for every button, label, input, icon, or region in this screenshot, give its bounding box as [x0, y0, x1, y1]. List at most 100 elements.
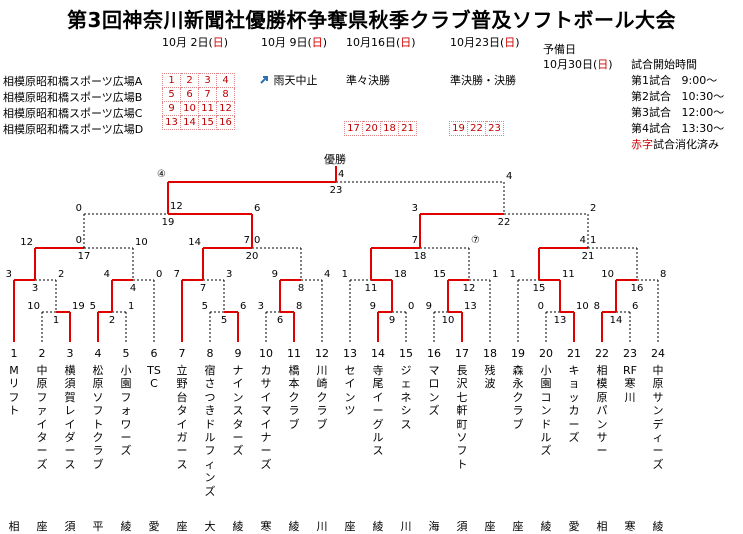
team-region: 座 [176, 520, 188, 533]
team-region: 川 [316, 520, 328, 533]
team-region: 寒 [624, 520, 636, 533]
team-region: 愛 [148, 520, 160, 533]
bracket-score: 18 [394, 269, 407, 280]
game-number: 18 [414, 251, 427, 262]
bracket-score: 5 [90, 301, 96, 312]
arrow-icon [259, 74, 270, 85]
team-number: 6 [150, 347, 158, 360]
bracket-score: 8 [660, 269, 666, 280]
team-number: 20 [539, 347, 553, 360]
game-number: 16 [631, 283, 644, 294]
bracket-score: 0 [76, 235, 82, 246]
champion-label: 優勝 [324, 153, 346, 166]
date-oct16: 10月16日(日) [346, 36, 416, 49]
team-name: 中原ファイターズ [36, 364, 48, 471]
team-name: 森永クラブ [512, 364, 524, 431]
game-number: 19 [162, 217, 175, 228]
reserve-label: 予備日 [543, 43, 576, 56]
game-number: 20 [246, 251, 259, 262]
team-region: 綾 [372, 520, 384, 533]
team-name: 橋本クラブ [288, 364, 300, 431]
venue-a: 相模原昭和橋スポーツ広場A [3, 75, 143, 88]
team-region: 愛 [568, 520, 580, 533]
game-number: 13 [554, 315, 567, 326]
team-region: 綾 [540, 520, 552, 533]
team-name: 立野台タイガース [176, 364, 188, 471]
venue-b: 相模原昭和橋スポーツ広場B [3, 91, 143, 104]
game-number: 5 [221, 315, 227, 326]
team-name: カサイマイナーズ [260, 364, 272, 471]
team-number: 4 [94, 347, 102, 360]
oct23-label: 準決勝・決勝 [450, 74, 516, 87]
venue-d: 相模原昭和橋スポーツ広場D [3, 123, 144, 136]
bracket-score: 2 [590, 203, 596, 214]
bracket-score: 7 [412, 235, 418, 246]
page-title: 第3回神奈川新聞社優勝杯争奪県秋季クラブ普及ソフトボール大会 [67, 8, 676, 32]
bracket-score: 10 [135, 237, 148, 248]
game-number: 7 [200, 283, 206, 294]
team-number: 14 [371, 347, 385, 360]
bracket-score: 0 [408, 301, 414, 312]
team-region: 座 [484, 520, 496, 533]
team-name: セインツ [344, 364, 356, 418]
game-number: 22 [498, 217, 511, 228]
start-times-title: 試合開始時間 [631, 58, 697, 71]
date-oct2: 10月 2日(日) [162, 36, 229, 49]
team-name: TSC [147, 364, 161, 391]
team-region: 大 [204, 520, 216, 533]
bracket-score: 7 [244, 235, 250, 246]
game-number: 11 [365, 283, 378, 294]
bracket-score: 10 [27, 301, 40, 312]
team-number: 1 [10, 347, 18, 360]
date-oct23: 10月23日(日) [450, 36, 520, 49]
bracket-score: 9 [272, 269, 278, 280]
team-region: 平 [92, 520, 104, 533]
team-number: 3 [66, 347, 74, 360]
team-name: 小園コンドルズ [540, 364, 552, 458]
team-number: 21 [567, 347, 581, 360]
team-region: 須 [456, 520, 468, 533]
team-name: 長沢七軒町ソフト [456, 364, 468, 471]
legend-completed: 赤字試合消化済み [631, 138, 719, 151]
game-number: 4 [130, 283, 136, 294]
bracket-score: 0 [156, 269, 162, 280]
game-number: 23 [330, 185, 343, 196]
team-number: 8 [206, 347, 214, 360]
team-number: 2 [38, 347, 46, 360]
team-region: 座 [344, 520, 356, 533]
game-number: 12 [463, 283, 476, 294]
team-number: 18 [483, 347, 497, 360]
bracket-score: 1 [128, 301, 134, 312]
bracket-score: 5 [202, 301, 208, 312]
circle-marker: ⑦ [471, 235, 480, 246]
oct23-games-grid: 19 22 23 [449, 121, 504, 136]
bracket-score: 1 [492, 269, 498, 280]
bracket-score: 0 [538, 301, 544, 312]
team-region: 相 [596, 520, 608, 533]
bracket-score: 3 [258, 301, 264, 312]
team-number: 22 [595, 347, 609, 360]
team-name: マロンズ [428, 364, 440, 418]
team-name: 相模原パンサー [596, 364, 608, 458]
bracket-score: 8 [594, 301, 600, 312]
start-time-2: 第2試合 10:30～ [631, 90, 725, 103]
bracket-score: 12 [170, 201, 183, 212]
team-number: 23 [623, 347, 637, 360]
bracket-score: 6 [632, 301, 638, 312]
team-region: 座 [512, 520, 524, 533]
team-name: ナインスターズ [232, 364, 244, 458]
bracket-score: 9 [370, 301, 376, 312]
team-name: 残波 [484, 364, 496, 391]
bracket-score: 15 [433, 269, 446, 280]
team-region: 寒 [260, 520, 272, 533]
game-number: 15 [533, 283, 546, 294]
team-region: 綾 [120, 520, 132, 533]
team-region: 綾 [232, 520, 244, 533]
team-name: キョッカーズ [568, 364, 580, 445]
bracket-score: 1 [590, 235, 596, 246]
circle-marker: ④ [157, 169, 166, 180]
game-number: 6 [277, 315, 283, 326]
bracket-score: 8 [296, 301, 302, 312]
team-name: 松原ソフトクラブ [92, 364, 104, 471]
